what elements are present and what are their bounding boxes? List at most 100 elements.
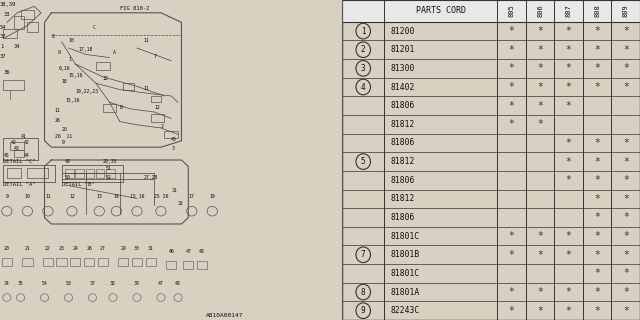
Text: 13: 13 — [97, 194, 102, 199]
Text: 34: 34 — [4, 281, 10, 286]
Text: *: * — [537, 119, 543, 129]
Bar — [86, 173, 94, 178]
Text: 11: 11 — [144, 86, 150, 91]
Bar — [28, 22, 38, 32]
Text: 29: 29 — [120, 246, 126, 251]
Text: 26  11: 26 11 — [55, 134, 72, 139]
Text: 38: 38 — [110, 281, 116, 286]
Bar — [3, 29, 17, 38]
Text: *: * — [623, 268, 628, 278]
Text: *: * — [594, 268, 600, 278]
Bar — [183, 261, 193, 269]
Text: 40: 40 — [172, 137, 177, 142]
Text: 54: 54 — [0, 25, 6, 30]
Text: *: * — [594, 194, 600, 204]
Text: 39: 39 — [134, 281, 140, 286]
Bar — [106, 169, 115, 173]
Text: 81806: 81806 — [390, 213, 414, 222]
Bar — [7, 168, 20, 178]
Bar — [84, 258, 94, 266]
Text: *: * — [537, 100, 543, 111]
Bar — [96, 169, 104, 173]
Text: DETAIL "C": DETAIL "C" — [3, 159, 36, 164]
Text: *: * — [537, 231, 543, 241]
Text: *: * — [623, 212, 628, 222]
Text: *: * — [566, 100, 572, 111]
Bar — [13, 150, 24, 157]
Text: 20: 20 — [4, 246, 10, 251]
Text: DETAIL "A": DETAIL "A" — [3, 181, 36, 187]
Text: 81801C: 81801C — [390, 269, 419, 278]
Text: *: * — [537, 250, 543, 260]
Text: 81402: 81402 — [390, 83, 414, 92]
Text: 1: 1 — [361, 27, 365, 36]
Text: *: * — [594, 175, 600, 185]
Text: B: B — [120, 105, 123, 110]
Text: *: * — [566, 45, 572, 55]
Text: *: * — [623, 287, 628, 297]
Bar — [3, 80, 24, 90]
Text: *: * — [537, 63, 543, 73]
Text: FIG 810-2: FIG 810-2 — [120, 6, 149, 11]
Text: 9: 9 — [5, 194, 8, 199]
Text: 50: 50 — [65, 175, 71, 180]
Text: 51: 51 — [106, 166, 112, 171]
Text: 19,22,23: 19,22,23 — [76, 89, 99, 94]
Text: 37: 37 — [0, 34, 6, 39]
Text: 23: 23 — [59, 246, 65, 251]
Text: *: * — [594, 26, 600, 36]
Text: *: * — [623, 250, 628, 260]
Text: 31: 31 — [148, 246, 154, 251]
Text: 12: 12 — [69, 194, 75, 199]
Bar — [13, 16, 24, 29]
Text: 46: 46 — [168, 249, 174, 254]
Text: 808: 808 — [594, 4, 600, 17]
Bar — [164, 131, 178, 138]
Text: *: * — [566, 250, 572, 260]
Text: 1: 1 — [0, 44, 3, 49]
Bar — [22, 258, 33, 266]
Bar — [342, 0, 640, 22]
Text: 81300: 81300 — [390, 64, 414, 73]
Text: *: * — [623, 231, 628, 241]
Text: *: * — [594, 156, 600, 166]
Text: 3: 3 — [172, 146, 174, 151]
Text: 37: 37 — [0, 53, 6, 59]
Text: *: * — [566, 63, 572, 73]
Text: *: * — [594, 287, 600, 297]
Text: 29,30: 29,30 — [103, 159, 117, 164]
Text: *: * — [594, 45, 600, 55]
Text: 7: 7 — [154, 53, 157, 59]
Bar — [70, 258, 81, 266]
Text: 11: 11 — [144, 38, 150, 43]
Bar — [65, 169, 74, 173]
Text: 12: 12 — [154, 105, 160, 110]
Text: 81812: 81812 — [390, 194, 414, 203]
Bar — [10, 142, 24, 150]
Text: *: * — [594, 212, 600, 222]
Text: 43: 43 — [13, 146, 19, 151]
Text: 53: 53 — [66, 281, 71, 286]
Text: *: * — [623, 306, 628, 316]
Bar — [150, 114, 164, 122]
Text: *: * — [594, 250, 600, 260]
Text: 806: 806 — [537, 4, 543, 17]
Text: 9: 9 — [61, 140, 65, 145]
Text: *: * — [623, 26, 628, 36]
Text: 22: 22 — [45, 246, 51, 251]
Text: *: * — [509, 287, 515, 297]
Bar — [103, 104, 116, 112]
Text: A810A00147: A810A00147 — [205, 313, 243, 318]
Text: 10: 10 — [24, 194, 30, 199]
Text: 9: 9 — [361, 306, 365, 315]
Text: 30: 30 — [134, 246, 140, 251]
Text: 15 16: 15 16 — [130, 194, 144, 199]
Bar — [3, 138, 38, 160]
Text: 45: 45 — [3, 153, 9, 158]
Text: 26: 26 — [55, 117, 61, 123]
Bar — [76, 169, 84, 173]
Text: *: * — [509, 306, 515, 316]
Text: 2: 2 — [161, 124, 164, 129]
Text: 27,28: 27,28 — [144, 175, 158, 180]
Text: *: * — [623, 82, 628, 92]
